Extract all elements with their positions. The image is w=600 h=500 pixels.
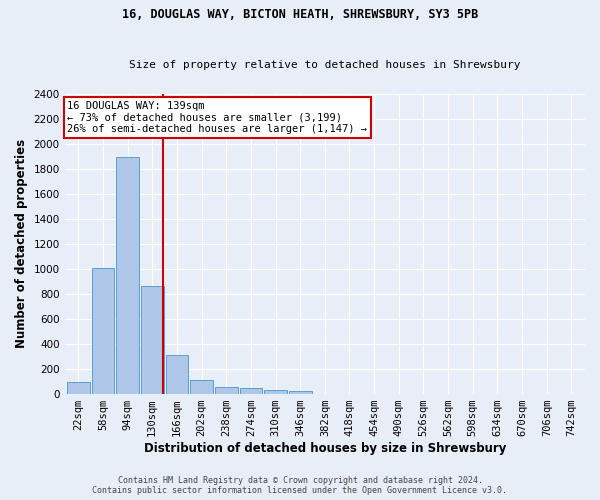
Bar [166, 354, 188, 394]
Bar [289, 392, 311, 394]
Bar [264, 390, 287, 394]
Bar [67, 382, 89, 394]
Text: Contains HM Land Registry data © Crown copyright and database right 2024.
Contai: Contains HM Land Registry data © Crown c… [92, 476, 508, 495]
Bar [239, 388, 262, 394]
X-axis label: Distribution of detached houses by size in Shrewsbury: Distribution of detached houses by size … [143, 442, 506, 455]
Bar [92, 268, 114, 394]
Bar [215, 387, 238, 394]
Title: Size of property relative to detached houses in Shrewsbury: Size of property relative to detached ho… [129, 60, 521, 70]
Bar [141, 286, 164, 394]
Bar [116, 158, 139, 394]
Bar [190, 380, 213, 394]
Y-axis label: Number of detached properties: Number of detached properties [15, 139, 28, 348]
Text: 16 DOUGLAS WAY: 139sqm
← 73% of detached houses are smaller (3,199)
26% of semi-: 16 DOUGLAS WAY: 139sqm ← 73% of detached… [67, 101, 367, 134]
Text: 16, DOUGLAS WAY, BICTON HEATH, SHREWSBURY, SY3 5PB: 16, DOUGLAS WAY, BICTON HEATH, SHREWSBUR… [122, 8, 478, 20]
